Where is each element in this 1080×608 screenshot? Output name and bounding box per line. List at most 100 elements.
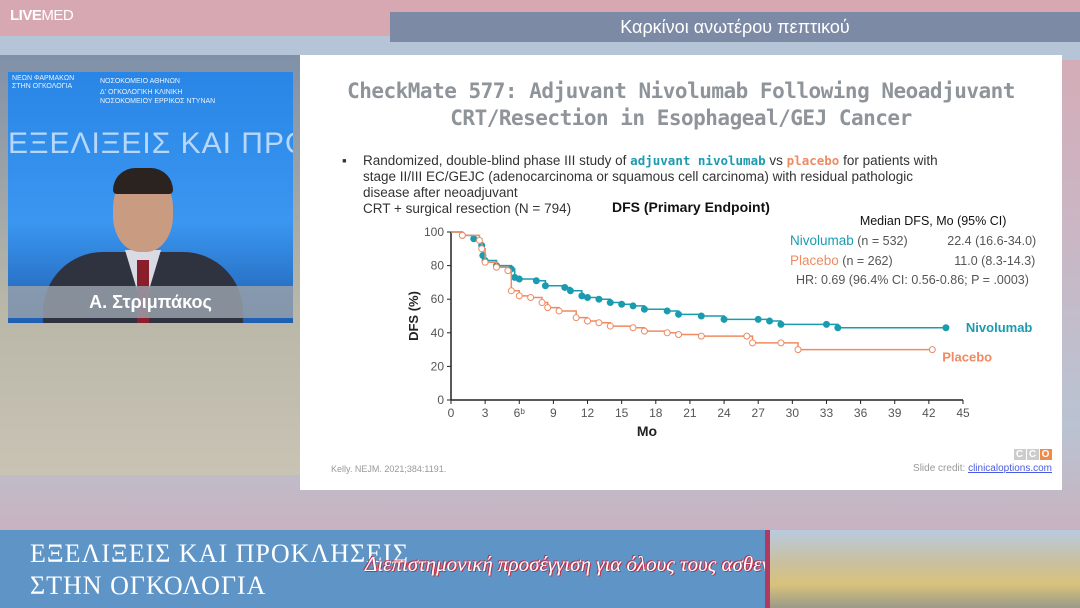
censor-mark (928, 346, 936, 354)
y-tick-label: 60 (431, 292, 445, 306)
censor-mark (942, 324, 950, 332)
backdrop-big-text: ΕΞΕΛΙΞΕΙΣ ΚΑΙ ΠΡΟΚΛΗΣΕΙΣ (8, 127, 293, 160)
censor-mark (584, 294, 592, 302)
censor-mark (606, 299, 614, 307)
censor-mark (493, 263, 501, 271)
bullet-text: vs (765, 153, 787, 168)
x-tick-label: 0 (448, 406, 455, 420)
legend-hr: HR: 0.69 (96.4% CI: 0.56-0.86; P = .0003… (796, 273, 1029, 287)
legend-row-nivolumab: Nivolumab (n = 532) 22.4 (16.6-34.0) (790, 231, 1036, 251)
censor-mark (541, 282, 549, 290)
bullet-text: disease after neoadjuvant (363, 185, 518, 200)
hospital-photo (765, 530, 1080, 608)
credit-link[interactable]: clinicaloptions.com (968, 463, 1052, 474)
legend-header: Median DFS, Mo (95% CI) (859, 214, 1007, 228)
censor-mark (478, 245, 486, 253)
censor-mark (578, 292, 586, 300)
censor-mark (697, 312, 705, 320)
censor-mark (544, 304, 552, 312)
backdrop-text: ΣΤΗΝ ΟΓΚΟΛΟΓΙΑ (12, 83, 73, 90)
bullet-placebo: placebo (786, 153, 840, 168)
conference-title-line: ΕΞΕΛΙΞΕΙΣ ΚΑΙ ΠΡΟΚΛΗΣΕΙΣ (30, 539, 409, 568)
bottom-banner: ΕΞΕΛΙΞΕΙΣ ΚΑΙ ΠΡΟΚΛΗΣΕΙΣ ΣΤΗΝ ΟΓΚΟΛΟΓΙΑ … (0, 530, 1080, 608)
bullet-text: Randomized, double-blind phase III study… (363, 153, 631, 168)
censor-mark (532, 277, 540, 285)
y-tick-label: 0 (437, 393, 444, 407)
presentation-slide: CheckMate 577: Adjuvant Nivolumab Follow… (300, 55, 1062, 490)
censor-mark (720, 315, 728, 323)
livemed-logo: LIVEMED (10, 7, 74, 24)
censor-mark (697, 332, 705, 340)
censor-mark (794, 346, 802, 354)
censor-mark (766, 317, 774, 325)
censor-mark (566, 287, 574, 295)
x-tick-label: 9 (550, 406, 557, 420)
censor-mark (777, 320, 785, 328)
km-curve-placebo (451, 231, 933, 351)
censor-mark (640, 327, 648, 335)
censor-mark (572, 314, 580, 322)
x-tick-label: 39 (888, 406, 902, 420)
conference-title-line: ΣΤΗΝ ΟΓΚΟΛΟΓΙΑ (30, 571, 267, 600)
credit-label: Slide credit: (913, 463, 969, 474)
backdrop-text: ΝΟΣΟΚΟΜΕΙΟ ΑΘΗΝΩΝ (100, 78, 180, 85)
y-tick-label: 100 (424, 225, 444, 239)
cco-letter: O (1040, 449, 1052, 460)
legend-n: (n = 262) (842, 254, 893, 268)
censor-mark (754, 315, 762, 323)
legend-name: Nivolumab (790, 233, 854, 248)
backdrop-text: ΝΟΣΟΚΟΜΕΙΟΥ ΕΡΡΙΚΟΣ ΝΤΥΝΑΝ (100, 98, 216, 105)
legend-row-placebo: Placebo (n = 262) 11.0 (8.3-14.3) (790, 251, 1036, 271)
x-tick-label: 12 (581, 406, 595, 420)
censor-mark (834, 324, 842, 332)
censor-mark (629, 324, 637, 332)
chart-title: DFS (Primary Endpoint) (612, 199, 770, 215)
bullet-text: CRT + surgical resection (N = 794) (363, 201, 572, 216)
series-label: Nivolumab (966, 320, 1033, 335)
censor-mark (595, 319, 603, 327)
censor-mark (675, 310, 683, 318)
y-axis-label: DFS (%) (406, 291, 421, 341)
censor-mark (555, 307, 563, 315)
reference: Kelly. NEJM. 2021;384:1191. (331, 464, 447, 474)
censor-mark (538, 299, 546, 307)
censor-mark (640, 305, 648, 313)
bullet-nivolumab: adjuvant nivolumab (630, 153, 766, 168)
bullet-icon: ▪ (342, 153, 347, 168)
backdrop-text: Δ' ΟΓΚΟΛΟΓΙΚΗ ΚΛΙΝΙΚΗ (100, 89, 183, 96)
x-tick-label: 3 (482, 406, 489, 420)
bullet-text: stage II/III EC/GEJC (adenocarcinoma or … (363, 169, 913, 184)
chart-legend: Median DFS, Mo (95% CI) Nivolumab (n = 5… (790, 212, 1036, 290)
y-tick-label: 80 (431, 259, 445, 273)
censor-mark (663, 329, 671, 337)
background-band (400, 490, 1080, 530)
series-label: Placebo (942, 350, 992, 365)
censor-mark (743, 332, 751, 340)
legend-median: 11.0 (8.3-14.3) (954, 254, 1036, 268)
legend-median: 22.4 (16.6-34.0) (947, 234, 1037, 248)
km-curve-nivolumab (451, 231, 946, 329)
legend-name: Placebo (790, 253, 839, 268)
censor-mark (822, 320, 830, 328)
censor-mark (481, 258, 489, 266)
x-tick-label: 30 (786, 406, 800, 420)
session-title: Καρκίνοι ανωτέρου πεπτικού (390, 12, 1080, 42)
conference-tagline: Διεπιστημονική προσέγγιση για όλους τους… (365, 552, 829, 576)
y-tick-label: 20 (431, 359, 445, 373)
x-tick-label: 6ᵇ (514, 406, 526, 420)
cco-letter: C (1014, 449, 1026, 460)
x-axis-label: Mo (637, 423, 657, 439)
censor-mark (515, 292, 523, 300)
x-tick-label: 24 (717, 406, 731, 420)
slide-title-line: CheckMate 577: Adjuvant Nivolumab Follow… (347, 79, 1015, 103)
speaker-name: Α. Στριμπάκος (8, 286, 293, 318)
censor-mark (584, 317, 592, 325)
conference-title: ΕΞΕΛΙΞΕΙΣ ΚΑΙ ΠΡΟΚΛΗΣΕΙΣ ΣΤΗΝ ΟΓΚΟΛΟΓΙΑ (30, 538, 409, 602)
censor-mark (749, 339, 757, 347)
censor-mark (777, 339, 785, 347)
censor-mark (515, 275, 523, 283)
censor-mark (595, 295, 603, 303)
censor-mark (606, 322, 614, 330)
censor-mark (475, 236, 483, 244)
censor-mark (663, 307, 671, 315)
